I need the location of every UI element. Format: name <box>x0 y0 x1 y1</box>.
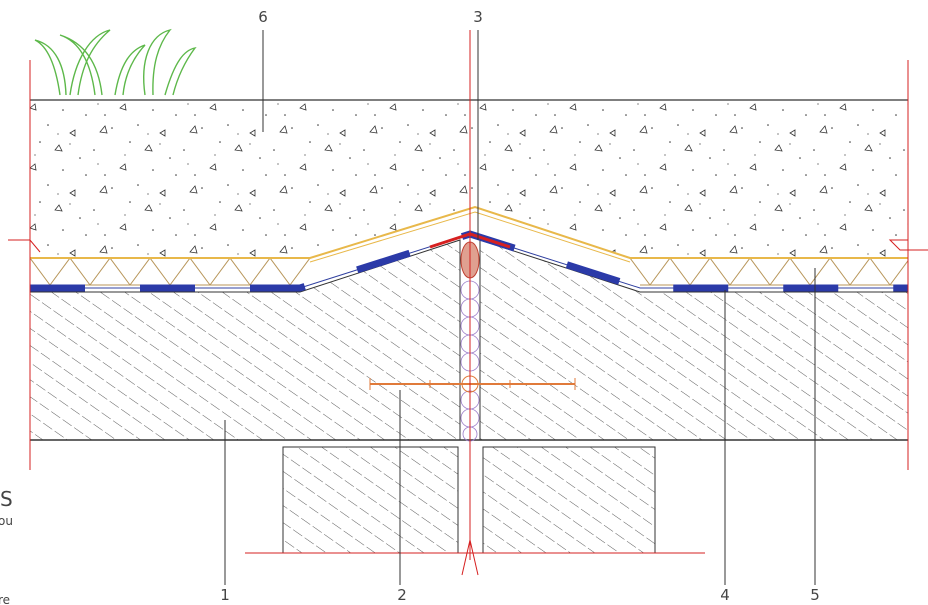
callout: 3 <box>473 8 483 26</box>
callout: 4 <box>720 586 730 604</box>
break-mark <box>461 539 479 576</box>
callout: 5 <box>810 586 820 604</box>
callout: 1 <box>220 586 230 604</box>
footing <box>482 446 656 554</box>
callout: 6 <box>258 8 268 26</box>
callout: 2 <box>397 586 407 604</box>
cropped-text: ou <box>0 514 13 528</box>
footing <box>282 446 459 554</box>
break-mark <box>8 239 928 253</box>
cropped-text: re <box>0 593 10 605</box>
concrete-layer <box>30 100 908 258</box>
grass <box>34 28 197 96</box>
cropped-heading: S <box>0 487 13 511</box>
